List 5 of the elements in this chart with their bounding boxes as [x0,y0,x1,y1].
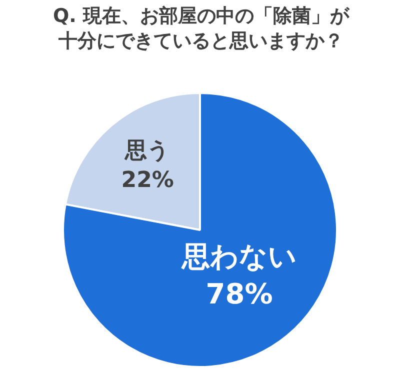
slice-label: 思う [124,138,170,164]
chart-title: Q. 現在、お部屋の中の「除菌」が十分にできていると思いますか？ [52,4,350,54]
data-label: 78% [206,278,273,311]
data-label: 22% [121,168,174,194]
slice-label: 思わない [180,240,297,273]
